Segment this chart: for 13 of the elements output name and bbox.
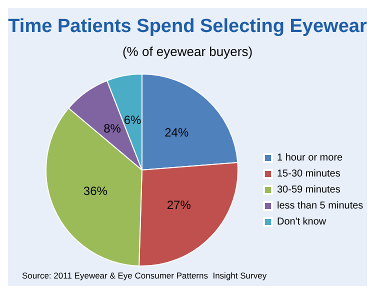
legend-label: less than 5 minutes	[277, 200, 364, 212]
source-note: Source: 2011 Eyewear & Eye Consumer Patterns Insight Survey	[22, 270, 268, 280]
chart-title: Time Patients Spend Selecting Eyewear	[8, 16, 368, 37]
data-label: 8%	[104, 122, 122, 136]
legend-label: 15-30 minutes	[277, 168, 340, 180]
legend-label: Don't know	[277, 216, 327, 228]
data-label: 24%	[164, 126, 189, 140]
chart-subtitle: (% of eyewear buyers)	[122, 44, 253, 59]
data-label: 36%	[83, 184, 108, 198]
legend-label: 1 hour or more	[277, 152, 344, 164]
legend-label: 30-59 minutes	[277, 184, 340, 196]
data-label: 6%	[124, 112, 142, 127]
data-label: 27%	[166, 198, 192, 212]
